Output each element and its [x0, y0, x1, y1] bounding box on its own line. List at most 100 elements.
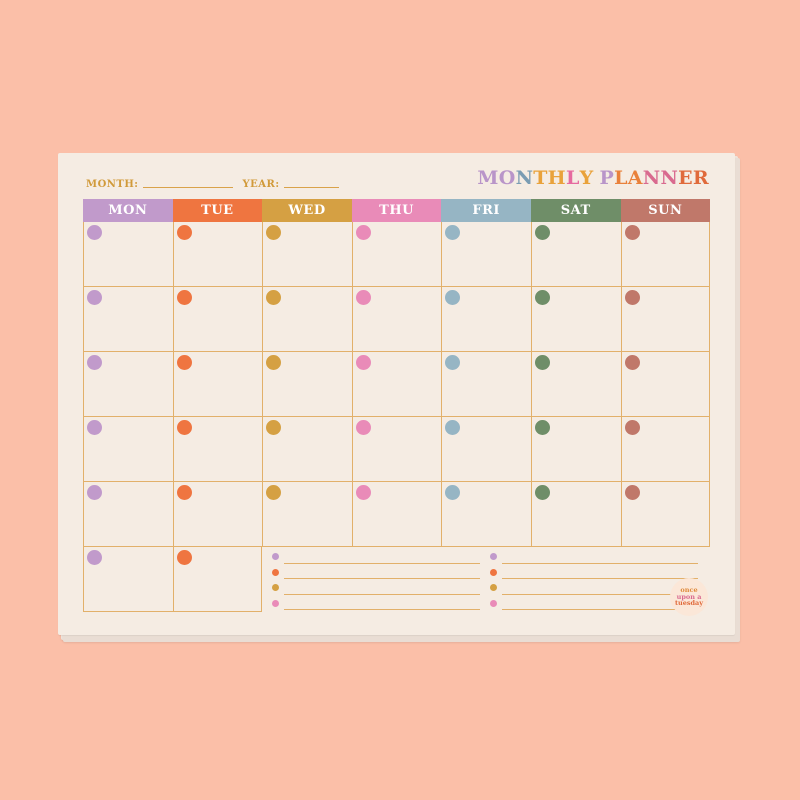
day-cell[interactable]	[172, 547, 263, 612]
bullet-dot	[490, 568, 497, 576]
day-cell[interactable]	[262, 287, 352, 352]
date-circle	[445, 355, 461, 370]
day-cell[interactable]	[441, 352, 531, 417]
date-circle	[266, 420, 282, 435]
day-cell[interactable]	[172, 222, 263, 287]
planner-sheet: MONTH: YEAR: MONTHLY PLANNER MON TUE WED THU…	[58, 153, 735, 635]
title-part: N	[515, 167, 534, 189]
date-circle	[624, 355, 640, 370]
date-circle	[534, 355, 550, 370]
day-cell[interactable]	[351, 222, 442, 287]
note-line[interactable]	[490, 564, 698, 579]
weekday-thu: THU	[351, 199, 442, 222]
day-cell[interactable]	[441, 287, 531, 352]
date-circle	[445, 290, 461, 305]
day-cell[interactable]	[441, 417, 531, 482]
day-cell[interactable]	[620, 417, 711, 482]
day-cell[interactable]	[172, 482, 263, 547]
logo-text: tuesday	[674, 599, 704, 608]
day-cell[interactable]	[83, 547, 173, 612]
day-cell[interactable]	[83, 482, 173, 547]
day-cell[interactable]	[530, 482, 621, 547]
date-circle	[266, 290, 282, 305]
date-circle	[355, 290, 371, 305]
logo-text: once	[680, 586, 698, 595]
title-part: MO	[477, 167, 516, 189]
day-cell[interactable]	[530, 417, 621, 482]
year-field[interactable]	[283, 186, 339, 188]
date-circle	[534, 225, 550, 240]
day-cell[interactable]	[83, 222, 173, 287]
weekday-mon: MON	[83, 199, 173, 222]
date-circle	[624, 290, 640, 305]
title-part: NN	[642, 167, 679, 189]
date-circle	[445, 485, 461, 500]
calendar-grid	[83, 222, 711, 612]
date-circle	[355, 420, 371, 435]
day-cell[interactable]	[620, 352, 711, 417]
date-circle	[176, 420, 192, 435]
date-circle	[445, 225, 461, 240]
date-circle	[355, 485, 371, 500]
bullet-dot	[272, 568, 279, 576]
note-line[interactable]	[272, 564, 480, 579]
day-cell[interactable]	[351, 417, 442, 482]
page-title: MONTHLY PLANNER	[477, 167, 709, 189]
title-part: TH	[533, 167, 566, 189]
day-cell[interactable]	[620, 222, 711, 287]
note-line[interactable]	[272, 595, 480, 610]
weekday-sat: SAT	[530, 199, 621, 222]
note-line[interactable]	[490, 548, 698, 564]
date-circle	[87, 550, 102, 565]
day-cell[interactable]	[83, 287, 173, 352]
day-cell[interactable]	[620, 287, 711, 352]
weekday-sun: SUN	[620, 199, 711, 222]
date-circle	[266, 485, 282, 500]
date-circle	[266, 355, 282, 370]
day-cell[interactable]	[351, 352, 442, 417]
weekday-header: MON TUE WED THU FRI SAT SUN	[83, 199, 711, 222]
day-cell[interactable]	[262, 222, 352, 287]
notes-list-left	[270, 548, 480, 610]
date-circle	[87, 290, 102, 305]
date-circle	[176, 550, 192, 565]
day-cell[interactable]	[620, 482, 711, 547]
title-part: ER	[678, 167, 709, 189]
date-circle	[176, 290, 192, 305]
day-cell[interactable]	[530, 287, 621, 352]
month-field[interactable]	[142, 186, 233, 188]
day-cell[interactable]	[172, 287, 263, 352]
date-circle	[355, 355, 371, 370]
date-circle	[266, 225, 282, 240]
bullet-dot	[272, 584, 279, 591]
date-circle	[87, 485, 102, 500]
date-circle	[87, 420, 102, 435]
day-cell[interactable]	[351, 482, 442, 547]
day-cell[interactable]	[262, 352, 352, 417]
day-cell[interactable]	[262, 417, 352, 482]
date-circle	[534, 290, 550, 305]
date-circle	[355, 225, 371, 240]
title-part: LA	[614, 167, 643, 189]
bullet-dot	[490, 553, 497, 560]
note-line[interactable]	[490, 579, 698, 595]
day-cell[interactable]	[441, 482, 531, 547]
note-line[interactable]	[272, 579, 480, 595]
bullet-dot	[272, 599, 279, 607]
day-cell[interactable]	[530, 352, 621, 417]
day-cell[interactable]	[530, 222, 621, 287]
note-line[interactable]	[272, 548, 480, 564]
day-cell[interactable]	[262, 482, 352, 547]
day-cell[interactable]	[172, 417, 263, 482]
day-cell[interactable]	[172, 352, 263, 417]
month-label: MONTH:	[86, 179, 139, 190]
day-cell[interactable]	[83, 417, 173, 482]
day-cell[interactable]	[351, 287, 442, 352]
weekday-tue: TUE	[172, 199, 263, 222]
weekday-fri: FRI	[441, 199, 531, 222]
date-circle	[534, 420, 550, 435]
day-cell[interactable]	[441, 222, 531, 287]
note-line[interactable]	[490, 595, 698, 610]
brand-logo: once upon a tuesday	[670, 578, 708, 616]
day-cell[interactable]	[83, 352, 173, 417]
